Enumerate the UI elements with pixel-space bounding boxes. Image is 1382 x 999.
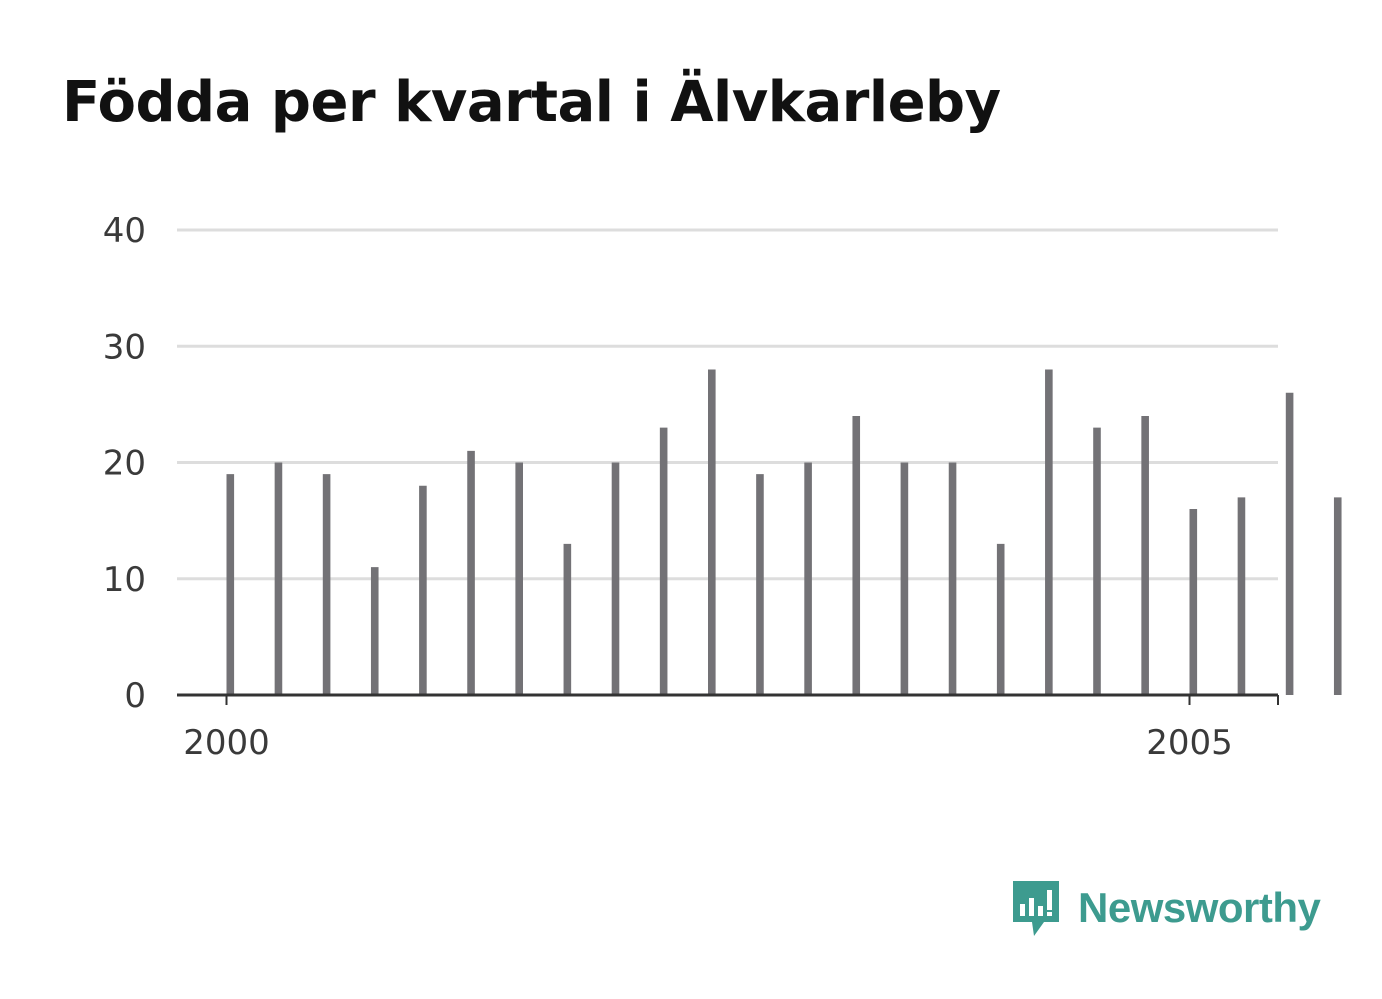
y-tick-label: 0 (124, 676, 146, 716)
y-tick-label: 20 (103, 444, 146, 484)
gridlines (177, 228, 1278, 581)
bar (1045, 369, 1053, 695)
bar (1237, 497, 1246, 695)
bar (1189, 509, 1198, 695)
y-tick-label: 10 (103, 560, 146, 600)
brand-logo: Newsworthy (1010, 878, 1321, 938)
newsworthy-logo-icon (1013, 881, 1059, 936)
bar (274, 462, 283, 695)
bar (419, 485, 427, 695)
x-tick-label: 2000 (183, 723, 270, 763)
bar (563, 543, 572, 695)
bar (996, 543, 1005, 695)
bar (467, 450, 475, 695)
bar (1093, 427, 1101, 695)
bar (804, 462, 812, 695)
y-tick-labels: 0 10 20 30 40 (103, 211, 146, 716)
bar (659, 427, 668, 695)
y-tick-label: 40 (103, 211, 146, 251)
bar (515, 462, 523, 695)
bar (900, 462, 909, 695)
bar (611, 462, 620, 695)
bar (322, 474, 331, 695)
bar (1285, 392, 1294, 695)
x-axis (177, 693, 1279, 705)
chart-title: Födda per kvartal i Älvkarleby (62, 70, 1001, 135)
bar (756, 474, 764, 695)
bars (226, 369, 1342, 695)
bar (948, 462, 957, 695)
bar (1333, 497, 1342, 695)
x-tick-label: 2005 (1146, 723, 1233, 763)
brand-name: Newsworthy (1078, 884, 1321, 931)
bar (1141, 416, 1149, 695)
x-tick-labels: 200020052010201520202025 (183, 723, 1233, 763)
bar (226, 474, 235, 695)
bar (370, 567, 379, 695)
bar (852, 416, 861, 695)
y-tick-label: 30 (103, 327, 146, 367)
bar (708, 369, 716, 695)
